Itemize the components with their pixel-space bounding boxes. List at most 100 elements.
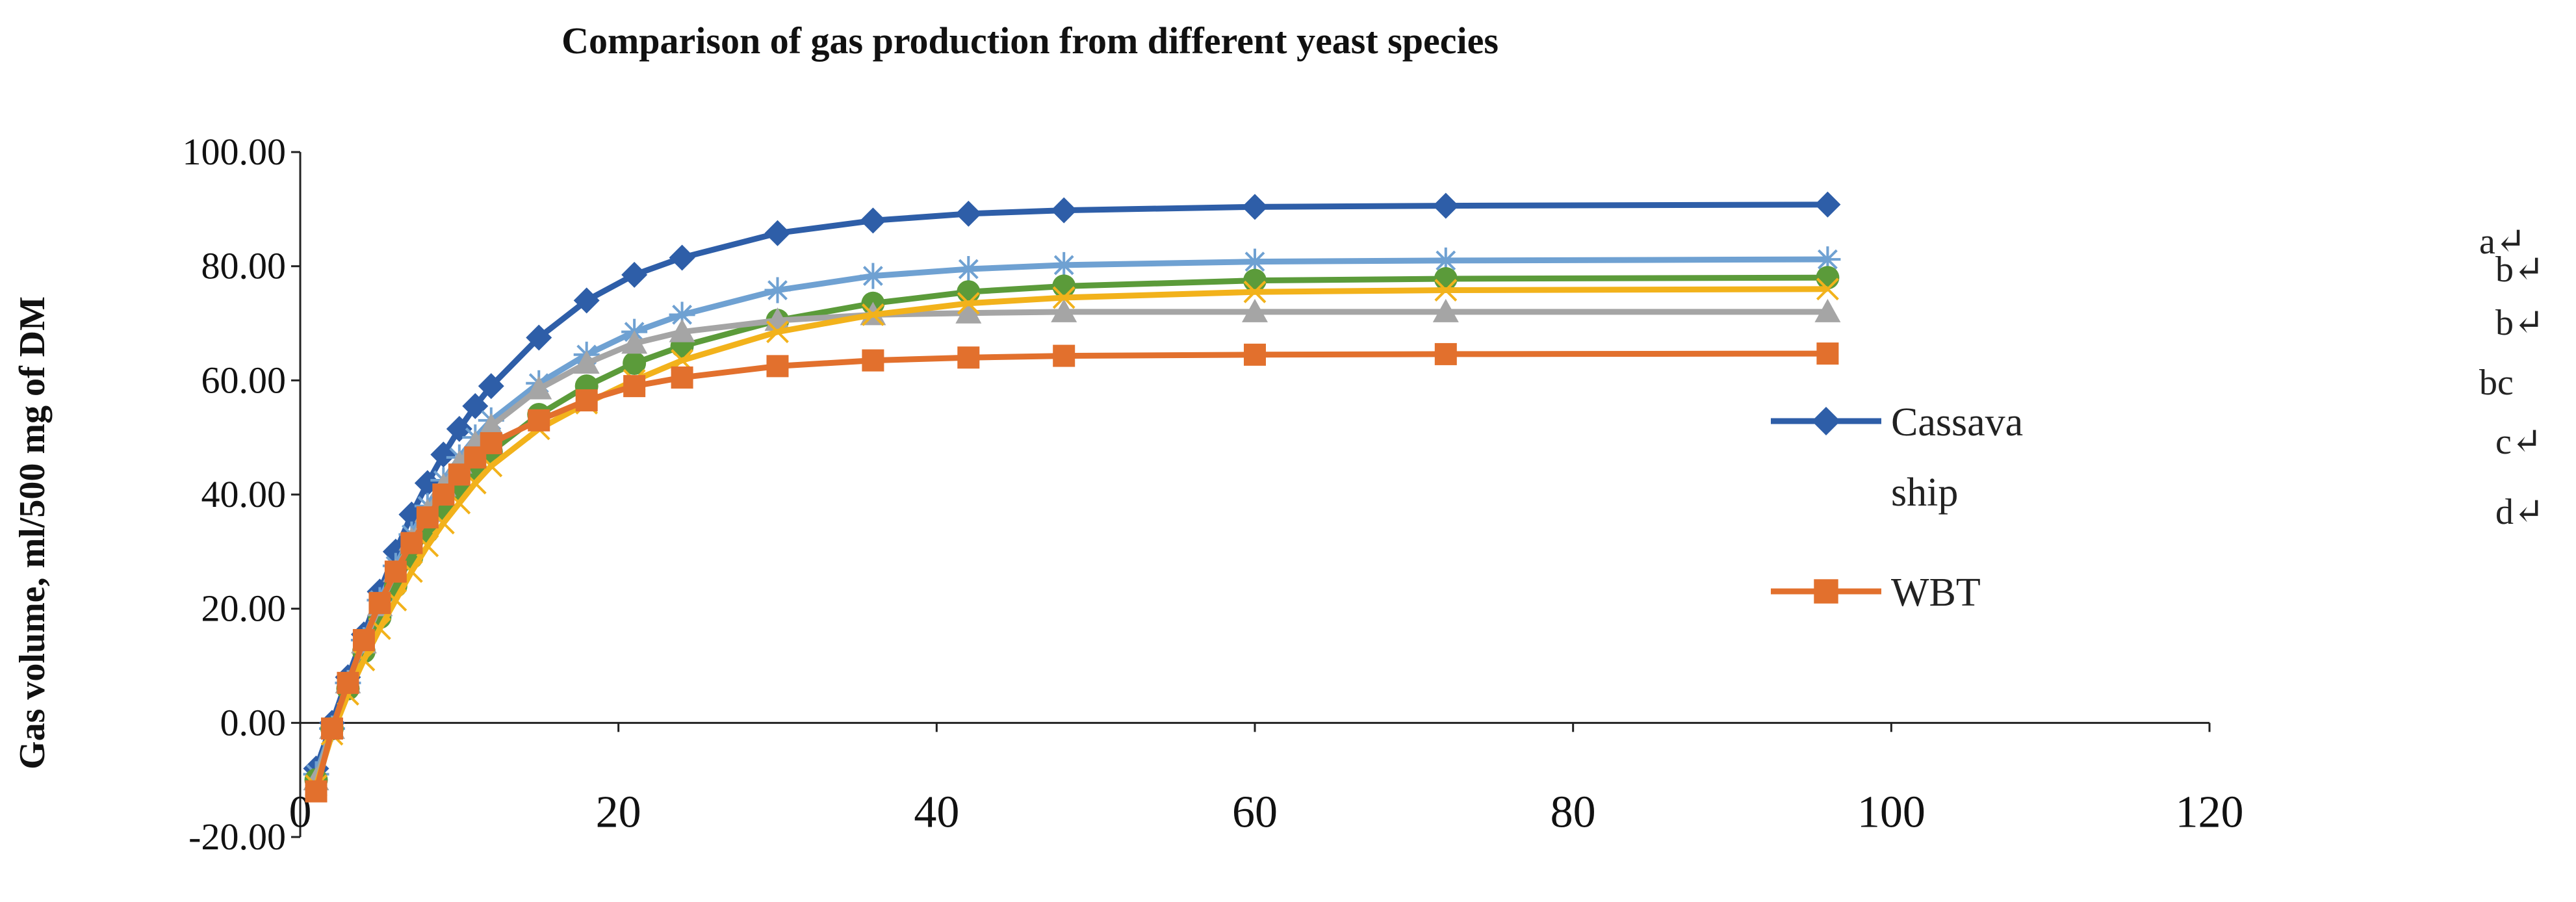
legend-label: Cassava ship: [1891, 400, 2023, 515]
data-point: [621, 261, 648, 288]
significance-letter: d↵: [2495, 492, 2544, 532]
data-point: [957, 292, 980, 315]
y-tick-label: 40.00: [201, 473, 287, 515]
data-point: [1432, 192, 1459, 219]
data-point: [955, 300, 982, 324]
data-point: [861, 303, 884, 326]
data-point: [1432, 298, 1459, 322]
data-point: [573, 287, 600, 314]
data-point: [1243, 268, 1267, 292]
legend-label: WBT: [1891, 571, 1981, 615]
significance-letter: b↵: [2495, 250, 2544, 290]
data-point: [1053, 344, 1075, 367]
data-point: [384, 560, 407, 583]
x-tick-label: 80: [1551, 787, 1596, 837]
data-point: [478, 413, 504, 437]
legend: Cassava ship WBT: [1771, 400, 2023, 615]
data-point: [1244, 343, 1266, 366]
series-3: [303, 298, 1841, 791]
data-point: [352, 628, 375, 651]
data-point: [305, 780, 328, 803]
data-point: [955, 256, 982, 283]
data-point: [862, 349, 884, 372]
data-point: [1816, 266, 1840, 290]
data-point: [432, 483, 455, 506]
data-point: [1432, 247, 1459, 274]
data-point: [669, 318, 695, 342]
data-point: [416, 506, 439, 529]
data-point: [1242, 194, 1268, 220]
data-point: [1434, 342, 1457, 365]
significance-letter: c↵: [2495, 422, 2542, 462]
y-tick-label: 20.00: [201, 587, 287, 630]
data-point: [1816, 277, 1839, 301]
data-point: [1434, 266, 1458, 290]
legend-item: WBT: [1771, 571, 1981, 615]
data-point: [1814, 246, 1841, 273]
data-point: [1814, 298, 1841, 322]
data-point: [623, 351, 647, 375]
series-layer: [303, 191, 1841, 803]
data-point: [764, 277, 791, 303]
series-1: [303, 246, 1841, 788]
data-point: [955, 200, 982, 227]
series-5: [305, 342, 1839, 803]
data-point: [526, 376, 552, 400]
data-point: [480, 432, 502, 454]
y-axis-label-group: Gas volume, ml/500 mg of DM: [12, 296, 53, 769]
data-point: [575, 389, 598, 412]
data-point: [669, 244, 695, 271]
data-point: [1814, 191, 1841, 218]
data-point: [446, 415, 472, 442]
data-point: [478, 373, 504, 400]
significance-letter: b↵: [2495, 303, 2544, 343]
x-tick-label: 20: [596, 787, 641, 837]
data-point: [860, 207, 886, 234]
data-point: [1242, 248, 1268, 275]
data-point: [1434, 279, 1458, 302]
data-point: [766, 355, 789, 378]
significance-letter: a↵: [2479, 222, 2526, 262]
y-tick-label: 0.00: [220, 701, 287, 743]
data-point: [623, 375, 646, 398]
x-tick-label: 120: [2176, 787, 2244, 837]
data-point: [337, 671, 359, 694]
data-point: [1243, 280, 1267, 303]
data-point: [1051, 197, 1077, 224]
legend-marker: [1812, 407, 1840, 435]
data-point: [320, 717, 343, 740]
chart-title: Comparison of gas production from differ…: [561, 19, 1499, 62]
y-tick-label: 100.00: [183, 131, 287, 173]
data-point: [528, 409, 550, 432]
data-point: [400, 532, 423, 554]
y-tick-label: -20.00: [188, 816, 286, 858]
data-point: [621, 330, 648, 354]
y-axis-label: Gas volume, ml/500 mg of DM: [12, 296, 53, 769]
data-point: [1051, 298, 1077, 322]
data-point: [764, 220, 791, 246]
data-point: [573, 350, 600, 374]
data-point: [669, 302, 695, 328]
data-point: [957, 346, 980, 369]
data-point: [526, 324, 552, 351]
data-point: [1816, 342, 1839, 365]
x-tick-label: 40: [914, 787, 959, 837]
data-point: [766, 320, 789, 344]
data-point: [430, 441, 457, 468]
data-point: [1051, 251, 1077, 278]
data-point: [368, 591, 391, 614]
legend-item: Cassava ship: [1771, 400, 2023, 515]
x-tick-label: 100: [1857, 787, 1926, 837]
data-point: [1052, 286, 1075, 309]
data-point: [1052, 274, 1076, 298]
significance-letters: a↵b↵b↵bcc↵d↵: [2479, 222, 2544, 532]
significance-letter: bc: [2479, 363, 2514, 403]
y-tick-label: 60.00: [201, 359, 287, 401]
data-point: [671, 366, 693, 389]
data-point: [1242, 298, 1268, 322]
x-tick-label: 60: [1232, 787, 1278, 837]
y-tick-label: 80.00: [201, 245, 287, 287]
data-point: [860, 263, 886, 289]
